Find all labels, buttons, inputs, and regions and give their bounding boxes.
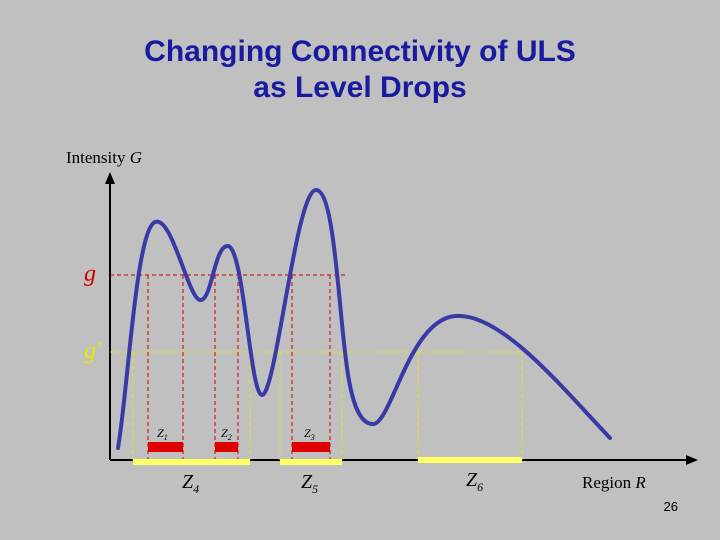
- z2-label-sub: 2: [228, 433, 232, 442]
- z6-label-sub: 6: [477, 480, 483, 494]
- z3-label: Z3: [304, 426, 315, 442]
- z5-label-sub: 5: [312, 482, 318, 496]
- y-axis-arrow: [105, 172, 115, 184]
- y-axis-label: Intensity G: [66, 148, 142, 167]
- level-g-prime-label: g′: [84, 338, 102, 364]
- z2-label: Z2: [221, 426, 232, 442]
- z5-label-letter: Z: [301, 471, 313, 493]
- z4-label: Z4: [182, 471, 199, 496]
- z3-label-letter: Z: [304, 426, 311, 440]
- y-axis-label-text: Intensity: [66, 148, 130, 167]
- g-regions: [148, 442, 330, 452]
- z3-label-sub: 3: [310, 433, 315, 442]
- title-line-1: Changing Connectivity of ULS: [144, 35, 576, 68]
- z5-label: Z5: [301, 471, 318, 496]
- x-axis-label-text: Region: [582, 473, 635, 492]
- title-line-2: as Level Drops: [253, 71, 467, 104]
- x-axis-label: Region R: [582, 473, 646, 492]
- slide-title: Changing Connectivity of ULS as Level Dr…: [0, 34, 720, 106]
- z4-label-sub: 4: [193, 482, 199, 496]
- z1-label-letter: Z: [157, 426, 164, 440]
- g-region-guides: [147, 275, 331, 460]
- level-g-label: g: [84, 261, 96, 287]
- z4-label-letter: Z: [182, 471, 194, 493]
- z1-label-sub: 1: [164, 433, 168, 442]
- z3-region-bar: [292, 442, 330, 452]
- z6-label: Z6: [466, 469, 483, 494]
- z2-region-bar: [215, 442, 238, 452]
- intensity-curve: [116, 188, 612, 450]
- z2-label-letter: Z: [221, 426, 228, 440]
- z5-region-bar: [280, 459, 342, 465]
- x-axis-arrow: [686, 455, 698, 465]
- z6-region-bar: [418, 457, 522, 463]
- page-number: 26: [663, 499, 678, 514]
- axes: [105, 172, 698, 465]
- z1-region-bar: [148, 442, 183, 452]
- z1-label: Z1: [157, 426, 168, 442]
- z4-region-bar: [133, 459, 250, 465]
- x-axis-label-symbol: R: [634, 473, 646, 492]
- y-axis-label-symbol: G: [130, 148, 142, 167]
- z6-label-letter: Z: [466, 469, 478, 491]
- g-prime-regions: [133, 457, 522, 465]
- g-prime-region-guides: [132, 352, 523, 460]
